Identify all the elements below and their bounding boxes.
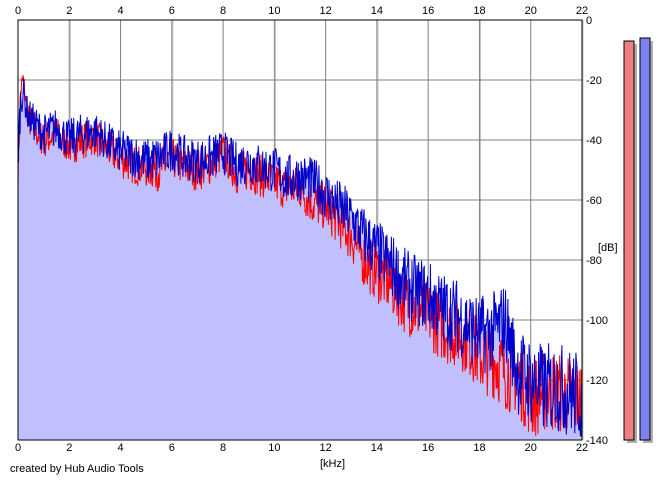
y-tick-label: -80: [586, 255, 602, 267]
series-line-blue: [17, 78, 583, 437]
x-axis-label: [kHz]: [320, 458, 345, 470]
x-tick-label-top: 10: [268, 5, 280, 17]
y-tick-label: -100: [586, 315, 608, 327]
x-tick-label-top: 16: [422, 5, 434, 17]
x-tick-label-top: 6: [169, 5, 175, 17]
y-tick-label: -120: [586, 375, 608, 387]
y-tick-label: -20: [586, 75, 602, 87]
x-ticks-top: 0 2 4 6 8 10 12 14 16 18 20 22: [15, 5, 588, 17]
x-tick-label-top: 0: [15, 5, 21, 17]
x-tick-label-bottom: 2: [66, 442, 72, 454]
x-tick-label-top: 18: [473, 5, 485, 17]
x-tick-label-top: 14: [371, 5, 383, 17]
x-tick-label-bottom: 14: [371, 442, 383, 454]
credit-text: created by Hub Audio Tools: [10, 463, 144, 475]
x-tick-label-bottom: 22: [576, 442, 588, 454]
x-tick-label-bottom: 16: [422, 442, 434, 454]
x-tick-label-top: 8: [220, 5, 226, 17]
spectrum-fill-area: [18, 78, 582, 441]
x-tick-label-top: 22: [576, 5, 588, 17]
y-tick-label: -140: [586, 435, 608, 447]
level-meter-bar: [639, 37, 651, 441]
x-tick-label-top: 20: [525, 5, 537, 17]
x-tick-label-bottom: 18: [473, 442, 485, 454]
x-tick-label-top: 4: [117, 5, 123, 17]
x-tick-label-bottom: 6: [169, 442, 175, 454]
y-tick-label: 0: [586, 15, 592, 27]
x-tick-label-top: 2: [66, 5, 72, 17]
y-ticks-right: 0 -20 -40 -60 -80 -100 -120 -140: [586, 15, 608, 447]
plot-frame: [17, 19, 583, 441]
y-tick-label: -40: [586, 135, 602, 147]
x-tick-label-bottom: 0: [15, 442, 21, 454]
x-tick-label-bottom: 12: [320, 442, 332, 454]
level-meter-bar: [623, 40, 635, 441]
x-tick-label-bottom: 8: [220, 442, 226, 454]
x-tick-label-top: 12: [320, 5, 332, 17]
x-tick-label-bottom: 4: [117, 442, 123, 454]
x-tick-label-bottom: 20: [525, 442, 537, 454]
level-meters: [623, 37, 653, 443]
x-tick-label-bottom: 10: [268, 442, 280, 454]
x-ticks-bottom: 0 2 4 6 8 10 12 14 16 18 20 22: [15, 442, 588, 454]
y-axis-label: [dB]: [598, 242, 618, 254]
y-tick-label: -60: [586, 195, 602, 207]
